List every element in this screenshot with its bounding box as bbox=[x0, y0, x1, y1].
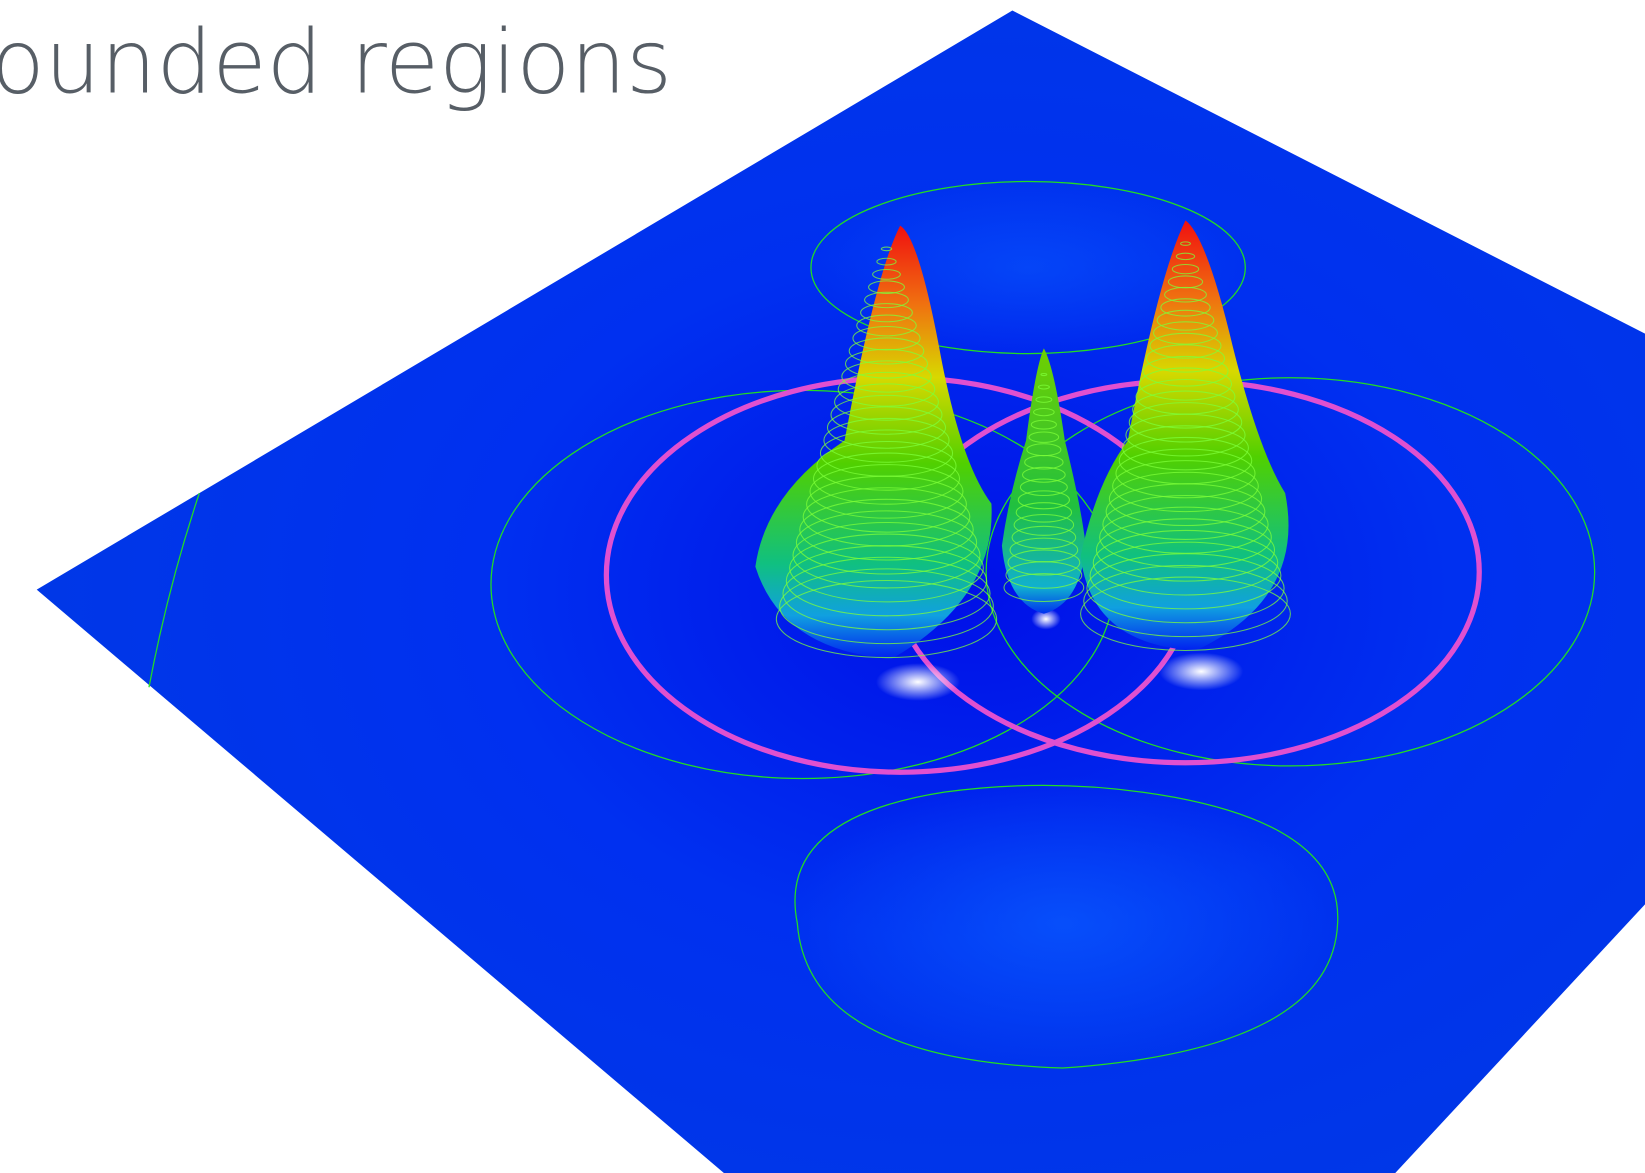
title: bounded regions bbox=[0, 10, 672, 113]
surface-plot: bounded regions bbox=[0, 0, 1645, 1173]
slide: bounded regions bbox=[0, 0, 1645, 1173]
surface bbox=[37, 11, 1645, 1173]
